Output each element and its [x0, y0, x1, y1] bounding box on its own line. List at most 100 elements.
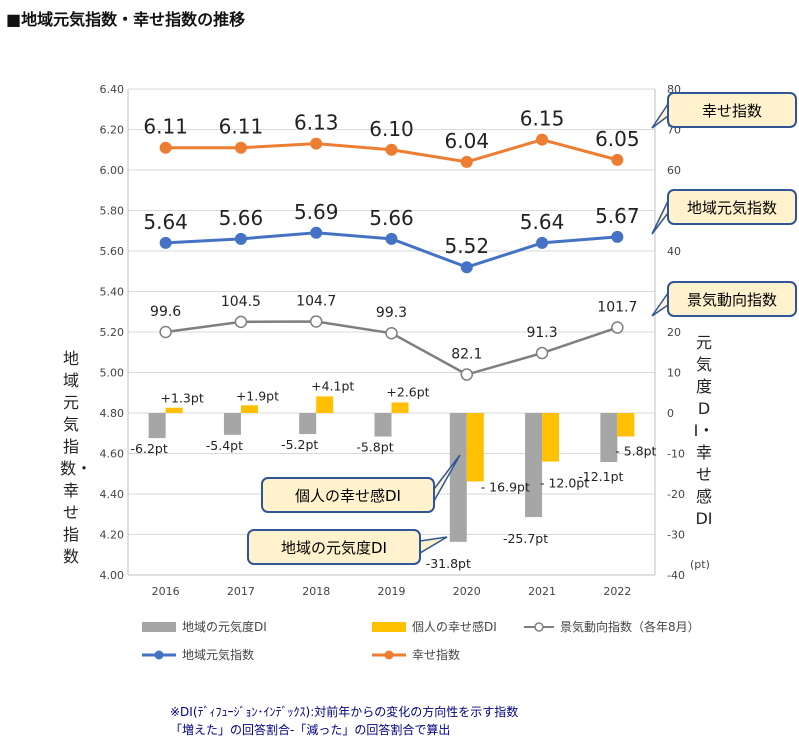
left-tick-label: 6.40: [100, 83, 125, 96]
line-point: [460, 368, 474, 381]
x-tick-label: 2021: [528, 585, 556, 598]
line-point: [460, 155, 473, 168]
right-tick-label: -30: [667, 529, 685, 542]
line-point: [234, 141, 247, 154]
line-data-label: 6.11: [219, 115, 264, 139]
callout-box: [261, 477, 435, 513]
bar-data-label: +1.9pt: [236, 388, 279, 403]
bar-data-label: -25.7pt: [503, 531, 548, 546]
bar-data-label: - 12.0pt: [540, 476, 589, 491]
x-tick-label: 2016: [152, 585, 180, 598]
right-tick-label: 60: [667, 164, 681, 177]
bar-genki-di: [374, 413, 392, 437]
line-data-label: 6.10: [369, 117, 414, 141]
legend-item-yellow-bar: 個人の幸せ感DI: [372, 618, 497, 635]
callout-box: [667, 92, 797, 128]
left-tick-label: 4.80: [100, 407, 125, 420]
right-tick-label: -40: [667, 569, 685, 582]
legend-item-gray-line: 景気動向指数（各年8月）: [524, 618, 700, 635]
left-tick-label: 4.40: [100, 488, 125, 501]
right-tick-label: 20: [667, 326, 681, 339]
line-point: [385, 232, 398, 245]
bar-shiawase-di: [617, 413, 635, 437]
left-tick-label: 4.20: [100, 529, 125, 542]
bar-data-label: -5.8pt: [356, 439, 393, 454]
line-data-label: 6.04: [445, 129, 490, 153]
line-data-label: 99.3: [376, 305, 407, 321]
left-tick-label: 5.00: [100, 367, 125, 380]
bar-data-label: -12.1pt: [578, 469, 623, 484]
bar-genki-di: [600, 413, 618, 463]
right-tick-label: -20: [667, 488, 685, 501]
line-point: [385, 326, 398, 340]
bar-shiawase-di: [316, 396, 334, 413]
line-data-label: 101.7: [597, 300, 637, 316]
line-point: [611, 321, 624, 334]
legend-item-orange-line: 幸せ指数: [372, 646, 460, 663]
bar-data-label: +1.3pt: [161, 391, 204, 406]
line-data-label: 5.52: [445, 234, 490, 258]
callout-box: [667, 281, 797, 317]
line-point: [536, 133, 549, 146]
right-axis-title: 元気度DI・幸せ感DI: [693, 333, 715, 528]
bar-shiawase-di: [391, 402, 409, 413]
left-tick-label: 5.20: [100, 326, 125, 339]
bar-genki-di: [525, 413, 543, 518]
bar-shiawase-di: [542, 413, 560, 462]
line-point: [159, 141, 172, 154]
callout-label: 地域の元気度DI: [281, 539, 387, 557]
line-point: [310, 137, 323, 150]
line-point: [611, 230, 624, 243]
line-point: [310, 226, 323, 239]
left-tick-label: 5.80: [100, 205, 125, 218]
line-point: [611, 153, 624, 166]
line-data-label: 104.7: [296, 293, 336, 309]
line-point: [309, 315, 323, 328]
legend-swatch-gray-line: [524, 621, 554, 632]
line-data-label: 91.3: [526, 325, 557, 341]
bar-data-label: -6.2pt: [131, 441, 168, 456]
line-data-label: 99.6: [150, 304, 181, 320]
x-tick-label: 2022: [603, 585, 631, 598]
line-point: [535, 346, 549, 360]
bar-genki-di: [223, 413, 241, 435]
callout-label: 景気動向指数: [687, 291, 777, 309]
bar-data-label: - 5.8pt: [615, 443, 656, 458]
line-point: [234, 232, 247, 245]
bar-data-label: -31.8pt: [426, 556, 471, 571]
line-point: [385, 143, 398, 156]
callout-label: 個人の幸せ感DI: [295, 487, 401, 505]
left-tick-label: 5.40: [100, 286, 125, 299]
bar-genki-di: [148, 413, 166, 439]
right-tick-label: -10: [667, 448, 685, 461]
right-tick-label: 0: [667, 407, 674, 420]
bar-shiawase-di: [240, 405, 258, 413]
legend-swatch-yellow: [372, 621, 406, 632]
x-tick-label: 2018: [302, 585, 330, 598]
legend-swatch-gray: [142, 621, 176, 632]
line-point: [159, 325, 172, 339]
bar-genki-di: [299, 413, 317, 435]
bar-data-label: -5.2pt: [281, 437, 318, 452]
line-point: [460, 261, 473, 274]
bar-data-label: - 16.9pt: [481, 479, 530, 494]
left-tick-label: 5.60: [100, 245, 125, 258]
line-data-label: 5.67: [595, 204, 640, 228]
line-data-label: 6.11: [143, 115, 188, 139]
line-point: [234, 315, 248, 329]
callout-label: 幸せ指数: [702, 102, 762, 120]
legend-item-gray-bar: 地域の元気度DI: [142, 618, 267, 635]
callout-pointer: [419, 536, 448, 555]
callout-box: [667, 189, 797, 225]
x-tick-label: 2017: [227, 585, 255, 598]
left-tick-label: 4.60: [100, 448, 125, 461]
right-axis-unit: (pt): [690, 558, 710, 571]
line-point: [536, 236, 549, 249]
left-tick-label: 6.20: [100, 124, 125, 137]
left-tick-label: 4.00: [100, 569, 125, 582]
line-data-label: 5.66: [219, 206, 264, 230]
line-data-label: 5.64: [143, 210, 188, 234]
legend-label: 地域の元気度DI: [182, 620, 267, 634]
line-data-label: 6.13: [294, 111, 339, 135]
bar-data-label: -5.4pt: [206, 438, 243, 453]
